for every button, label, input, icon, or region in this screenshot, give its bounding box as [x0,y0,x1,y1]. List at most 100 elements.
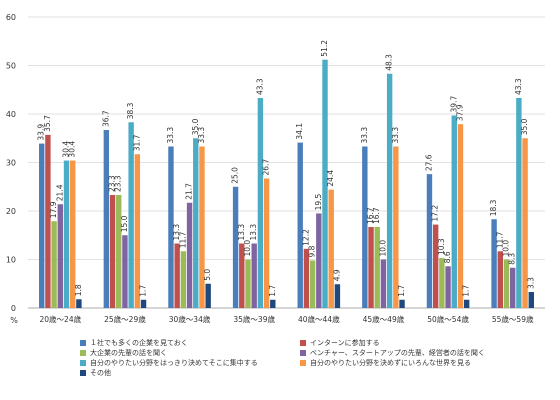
data-label: 10.0 [501,240,510,257]
y-tick-label: 60 [6,13,16,22]
legend-label: 自分のやりたい分野をはっきり決めてそこに集中する [90,359,258,367]
bar [168,146,174,308]
bar [122,235,128,308]
legend-label: 自分のやりたい分野を決めずにいろんな世界を見る [310,359,471,367]
bar [426,174,433,308]
bar [334,284,341,308]
legend-item: インターンに参加する [300,338,380,348]
legend-swatch [80,340,86,346]
x-tick-label: 35歳～39歳 [233,314,275,324]
bar [328,189,334,308]
data-label: 16.7 [366,207,375,224]
bar [263,178,270,308]
data-label: 30.4 [68,141,77,158]
bar [362,146,368,308]
data-label: 1.7 [268,285,277,297]
bar [128,122,134,309]
bar [57,204,64,308]
data-label: 10.0 [378,240,387,257]
data-label: 8.6 [443,251,452,263]
data-label: 9.8 [308,245,317,257]
data-label: 33.3 [360,127,369,144]
bar [134,154,141,308]
data-label: 4.9 [332,269,341,281]
bar [303,248,310,308]
legend-item: １社でも多くの企業を見ておく [80,338,188,348]
bar [322,59,328,309]
data-label: 24.4 [326,170,335,187]
data-label: 19.5 [314,193,323,210]
data-label: 23.3 [114,175,123,192]
bar [51,221,57,308]
y-tick-label: 40 [6,110,16,119]
bar [199,146,205,308]
bar [393,146,399,308]
bar [245,259,251,308]
data-label: 11.7 [178,231,187,248]
data-label: 1.7 [462,285,471,297]
data-label: 35.7 [43,115,52,132]
legend-swatch [80,350,86,356]
data-label: 26.7 [262,159,271,176]
bar [70,160,76,308]
bar [116,194,122,308]
data-label: 36.7 [101,110,110,127]
legend-label: 大企業の先輩の話を聞く [90,349,167,357]
bar [180,251,187,308]
bar [45,134,51,308]
bar [522,138,528,308]
x-tick-label: 45歳～49歳 [363,314,405,324]
legend-item: ベンチャー、スタートアップの先輩、経営者の話を聞く [300,348,485,358]
x-tick-label: 30歳～34歳 [169,314,211,324]
y-tick-label: 20 [6,207,16,216]
data-label: 51.2 [320,40,329,57]
bar [239,243,245,308]
legend-label: その他 [90,369,111,377]
data-label: 1.7 [397,285,406,297]
bar [297,142,303,308]
data-label: 33.3 [166,127,175,144]
legend-label: １社でも多くの企業を見ておく [90,339,188,347]
bar [232,186,239,308]
legend-label: ベンチャー、スタートアップの先輩、経営者の話を聞く [310,349,485,357]
bar [174,243,180,308]
legend-swatch [80,360,86,366]
legend-swatch [300,350,306,356]
bar [270,299,276,308]
data-label: 37.9 [455,104,464,121]
data-label: 30.4 [62,141,71,158]
data-label: 33.3 [197,127,206,144]
bar [509,267,516,308]
x-tick-label: 25歳～29歳 [104,314,146,324]
bar [103,130,110,308]
data-label: 38.3 [126,102,135,119]
data-label: 35.0 [191,118,200,135]
y-tick-label: 30 [6,159,16,168]
x-tick-label: 20歳～24歳 [40,314,82,324]
data-label: 34.1 [295,123,304,140]
bar [497,251,503,308]
bar [368,227,374,308]
data-label: 13.3 [249,224,258,241]
data-label: 39.7 [449,96,458,113]
data-label: 27.6 [424,154,433,171]
legend-item: 自分のやりたい分野をはっきり決めてそこに集中する [80,358,258,368]
bar [463,299,470,308]
bar [451,115,457,308]
bar [109,194,116,308]
bar [76,299,82,308]
y-tick-label: 0 [11,304,16,313]
data-label: 18.3 [489,199,498,216]
legend-item: 大企業の先輩の話を聞く [80,348,167,358]
bar [399,299,405,308]
y-tick-label: 10 [6,256,16,265]
legend-item: その他 [80,368,111,378]
bar [445,266,451,308]
data-label: 3.3 [526,277,535,289]
x-axis: 20歳～24歳 25歳～29歳 30歳～34歳 35歳～39歳 40歳～44歳 45歳～4… [40,314,534,324]
bar [516,97,522,309]
bars [39,59,534,309]
legend-swatch [300,360,306,366]
data-label: 48.3 [385,54,394,71]
